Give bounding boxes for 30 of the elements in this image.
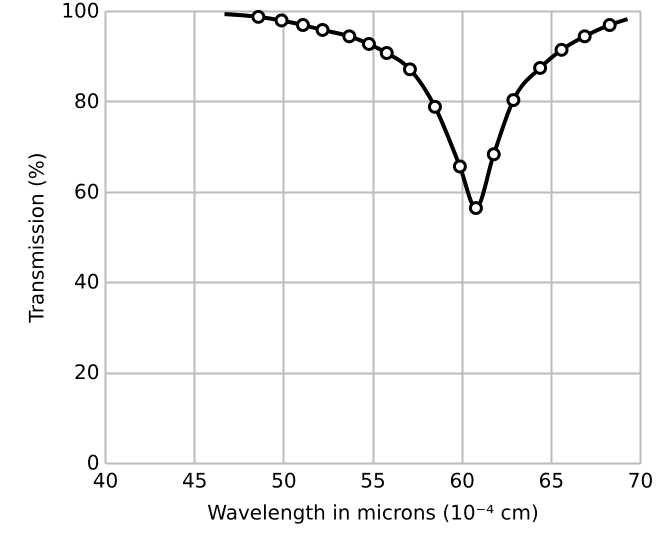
- y-tick-label: 80: [74, 88, 100, 113]
- y-axis-title: Transmission (%): [24, 152, 48, 324]
- point: [362, 37, 376, 51]
- x-tick-label: 60: [449, 468, 475, 492]
- point: [452, 160, 467, 174]
- point: [554, 42, 569, 57]
- x-tick-label: 70: [628, 468, 654, 492]
- point: [296, 18, 310, 32]
- point: [251, 10, 266, 24]
- point: [506, 93, 520, 108]
- y-tick-label: 40: [74, 270, 100, 294]
- x-axis-title: Wavelength in microns (10⁻⁴ cm): [207, 500, 539, 524]
- point: [602, 18, 617, 32]
- point: [578, 29, 592, 44]
- y-tick-label: 20: [74, 360, 100, 384]
- point: [486, 147, 501, 162]
- point: [380, 46, 394, 60]
- point: [468, 201, 483, 216]
- point: [316, 23, 330, 37]
- point: [342, 29, 356, 44]
- x-tick-label: 65: [538, 468, 564, 492]
- point: [402, 62, 417, 76]
- y-tick-label: 60: [74, 179, 100, 204]
- point: [428, 100, 442, 114]
- y-tick-label: 100: [61, 0, 100, 22]
- point: [533, 60, 548, 75]
- x-tick-label: 45: [182, 468, 208, 492]
- x-tick-label: 55: [360, 468, 386, 492]
- x-tick-label: 50: [271, 468, 297, 492]
- point: [274, 14, 289, 28]
